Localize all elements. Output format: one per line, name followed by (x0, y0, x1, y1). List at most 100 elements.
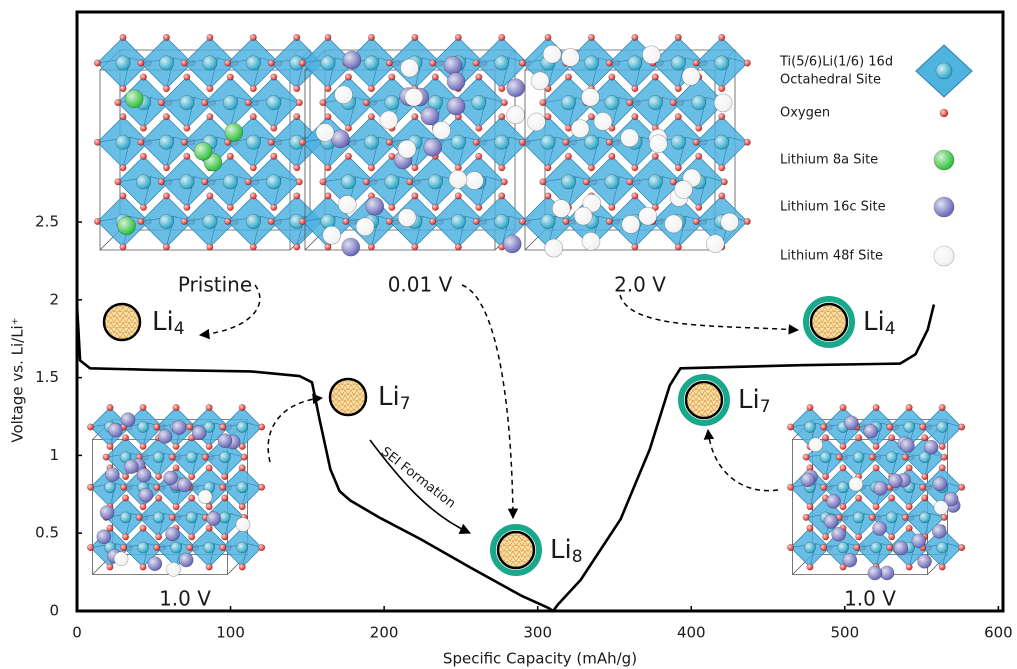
atom-shine (803, 454, 809, 460)
atom-shine (220, 544, 226, 550)
particle (811, 304, 847, 340)
atom-shine (203, 214, 217, 228)
atom-shine (368, 34, 374, 40)
atom-shine (181, 218, 187, 224)
atom-shine (299, 60, 305, 66)
x-tick-label: 600 (984, 624, 1013, 642)
atom-shine (869, 454, 875, 460)
atom-shine (241, 454, 247, 460)
atom-shine (934, 197, 954, 217)
y-tick-label: 2 (49, 290, 59, 308)
atom-shine (900, 439, 914, 453)
atom-shine (803, 514, 809, 520)
x-tick-label: 400 (677, 624, 706, 642)
atom-shine (936, 63, 952, 79)
atom-shine (744, 60, 750, 66)
atom-shine (405, 88, 423, 106)
atom-shine (342, 238, 360, 256)
atom-shine (721, 213, 739, 231)
atom-shine (188, 495, 194, 501)
atom-shine (120, 34, 126, 40)
atom-shine (473, 139, 479, 145)
crystal-structure (787, 404, 965, 580)
atom-shine (158, 179, 164, 185)
atom-shine (507, 79, 525, 97)
atom-shine (245, 179, 251, 185)
atom-shine (368, 113, 374, 119)
atom-shine (153, 452, 164, 463)
atom-shine (237, 422, 248, 433)
atom-shine (250, 34, 256, 40)
atom-shine (696, 125, 702, 131)
legend-label: Lithium 8a Site (780, 153, 878, 168)
atom-shine (184, 204, 190, 210)
atom-shine (325, 244, 331, 250)
atom-shine (173, 465, 179, 471)
atom-shine (871, 542, 882, 553)
atom-shine (719, 34, 725, 40)
atom-shine (455, 193, 461, 199)
atom-shine (675, 85, 681, 91)
atom-shine (325, 85, 331, 91)
atom-shine (894, 541, 908, 555)
atom-shine (412, 165, 418, 171)
atom-shine (675, 244, 681, 250)
atom-shine (169, 454, 175, 460)
atom-shine (140, 504, 146, 510)
atom-shine (853, 544, 859, 550)
particle-base: Li (378, 382, 400, 412)
atom-shine (120, 165, 126, 171)
atom-shine (621, 129, 639, 147)
atom-shine (671, 56, 685, 70)
atom-shine (325, 113, 331, 119)
atom-shine (501, 99, 507, 105)
atom-shine (122, 434, 128, 440)
atom-shine (117, 217, 135, 235)
atom-shine (632, 113, 638, 119)
atom-shine (649, 135, 667, 153)
atom-shine (179, 553, 193, 567)
atom-shine (499, 85, 505, 91)
atom-shine (268, 60, 274, 66)
atom-shine (543, 45, 561, 63)
atom-shine (187, 544, 193, 550)
atom-shine (609, 204, 615, 210)
atom-shine (136, 514, 142, 520)
atom-shine (693, 60, 699, 66)
atom-shine (184, 74, 190, 80)
atom-shine (188, 534, 194, 540)
atom-shine (163, 165, 169, 171)
particle-base: Li (550, 535, 572, 565)
atom-shine (345, 125, 351, 131)
atom-shine (563, 218, 569, 224)
atom-shine (294, 165, 300, 171)
atom-shine (540, 99, 546, 105)
x-tick-label: 100 (216, 624, 245, 642)
atom-shine (809, 438, 823, 452)
atom-shine (138, 422, 149, 433)
y-axis-title: Voltage vs. Li/Li⁺ (9, 317, 27, 442)
atom-shine (912, 534, 926, 548)
atom-shine (163, 193, 169, 199)
atom-shine (294, 113, 300, 119)
atom-shine (924, 440, 938, 454)
atom-shine (565, 153, 571, 159)
atom-shine (715, 135, 729, 149)
atom-shine (873, 521, 887, 535)
atom-shine (368, 165, 374, 171)
atom-shine (321, 56, 335, 70)
atom-shine (220, 484, 226, 490)
atom-shine (412, 34, 418, 40)
atom-shine (628, 56, 642, 70)
atom-shine (207, 85, 213, 91)
crystal-structure (299, 34, 530, 256)
particle (498, 532, 534, 568)
atom-shine (787, 424, 793, 430)
atom-shine (389, 204, 395, 210)
atom-shine (675, 34, 681, 40)
atom-shine (605, 95, 619, 109)
atom-shine (271, 153, 277, 159)
atom-shine (873, 481, 887, 495)
atom-shine (138, 218, 144, 224)
atom-shine (455, 165, 461, 171)
